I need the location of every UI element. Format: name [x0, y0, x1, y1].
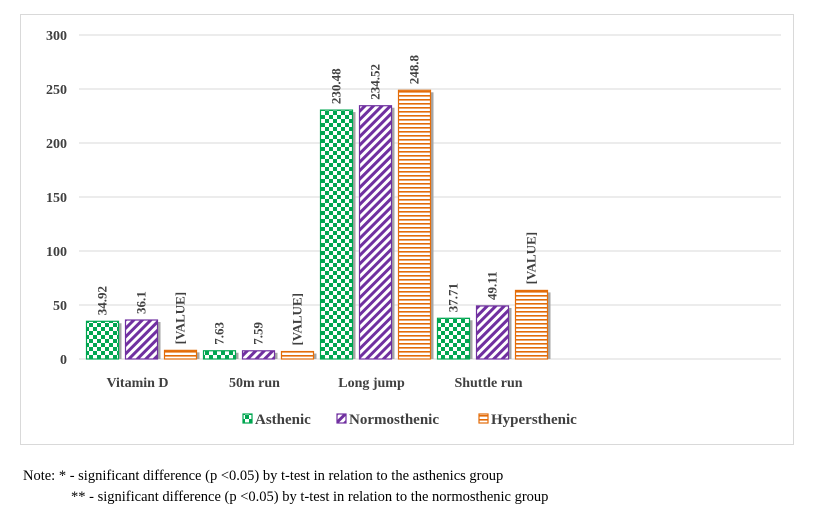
y-tick-label: 0	[60, 353, 67, 368]
bar-hypersthenic-3	[397, 89, 432, 360]
y-tick-label: 50	[53, 299, 67, 314]
y-tick-label: 250	[46, 83, 67, 98]
bar-asthenic-2	[202, 350, 237, 360]
bar-normosthenic-1	[124, 319, 159, 360]
bar-hypersthenic-1	[163, 349, 198, 360]
y-tick-label: 150	[46, 191, 67, 206]
bar-normosthenic-4	[475, 305, 510, 360]
data-label: 49.11	[485, 271, 500, 300]
data-label: [VALUE]	[290, 293, 305, 346]
data-label: [VALUE]	[173, 292, 188, 345]
bar-normosthenic-2	[241, 350, 276, 360]
chart-note: Note: * - significant difference (p <0.0…	[23, 466, 803, 508]
data-label: 36.1	[134, 291, 149, 314]
bar-hypersthenic-4	[514, 289, 549, 360]
data-label: 7.63	[212, 322, 227, 345]
data-label: [VALUE]	[524, 232, 539, 285]
y-tick-label: 200	[46, 137, 67, 152]
bar-normosthenic-3	[358, 105, 393, 360]
category-label: 50m run	[229, 376, 280, 391]
data-label: 230.48	[329, 68, 344, 104]
bar-chart: 0 50 100 150 200 250 300 34.92 36.1 [VALUE] 7.63 7…	[46, 29, 781, 428]
note-line-1: Note: * - significant difference (p <0.0…	[23, 468, 504, 484]
category-label: Shuttle run	[454, 376, 522, 391]
category-label: Vitamin D	[106, 376, 168, 391]
data-label: 248.8	[407, 55, 422, 85]
bar-asthenic-3	[319, 109, 354, 360]
legend-swatch-hypersthenic	[478, 413, 489, 424]
data-label: 234.52	[368, 64, 383, 100]
data-label: 37.71	[446, 283, 461, 312]
note-line-2: ** - significant difference (p <0.05) by…	[71, 489, 549, 505]
data-label: 7.59	[251, 322, 266, 345]
legend-label-normosthenic: Normosthenic	[349, 412, 439, 428]
y-tick-label: 100	[46, 245, 67, 260]
bar-asthenic-4	[436, 317, 471, 360]
data-label: 34.92	[95, 286, 110, 315]
legend-label-hypersthenic: Hypersthenic	[491, 412, 577, 428]
legend-label-asthenic: Asthenic	[255, 412, 311, 428]
bar-asthenic-1	[85, 320, 120, 360]
legend-swatch-normosthenic	[336, 413, 347, 424]
chart-frame: 0 50 100 150 200 250 300 34.92 36.1 [VALUE] 7.63 7…	[20, 14, 794, 445]
legend-swatch-asthenic	[242, 413, 253, 424]
y-tick-label: 300	[46, 29, 67, 44]
category-label: Long jump	[338, 376, 405, 391]
bar-hypersthenic-2	[280, 350, 315, 360]
